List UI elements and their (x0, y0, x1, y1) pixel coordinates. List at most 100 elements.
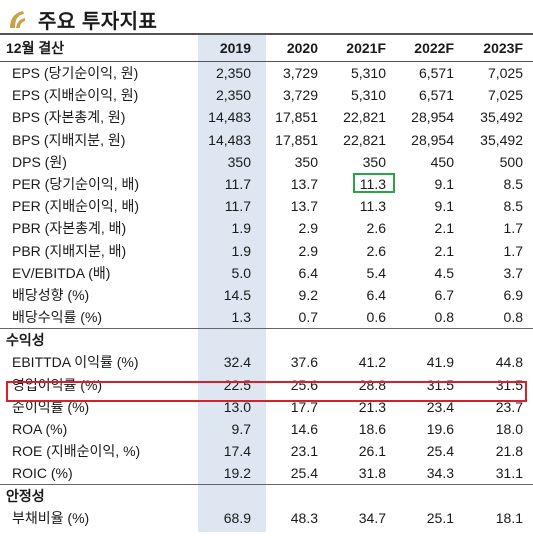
value-cell: 2.9 (298, 242, 318, 259)
value-cell: 1.7 (503, 242, 523, 259)
section-label: 안정성 (6, 488, 45, 505)
per-2021f-highlight-box (353, 173, 395, 193)
row-label: DPS (원) (12, 153, 67, 170)
value-cell: 14,483 (208, 131, 251, 148)
value-cell: 6.4 (298, 264, 318, 281)
value-cell: 1.7 (503, 220, 523, 237)
value-cell: 32.4 (223, 354, 251, 371)
value-cell: 3.7 (503, 264, 523, 281)
value-cell: 37.6 (290, 354, 318, 371)
value-cell: 4.5 (434, 264, 454, 281)
value-cell: 11.7 (224, 176, 251, 193)
header-year: 2023F (483, 40, 523, 56)
value-cell: 22,821 (343, 131, 386, 148)
value-cell: 9.7 (231, 420, 251, 437)
value-cell: 44.8 (495, 354, 523, 371)
table-body: EPS (당기순이익, 원) 2,350 3,729 5,310 6,571 7,025 E… (0, 62, 533, 530)
value-cell: 11.3 (359, 176, 386, 193)
value-cell: 2.1 (434, 242, 454, 259)
value-cell: 1.3 (231, 309, 251, 326)
value-cell: 41.2 (358, 354, 386, 371)
value-cell: 35,492 (480, 109, 523, 126)
row-label: ROE (지배순이익, %) (12, 443, 141, 460)
value-cell: 2,350 (215, 87, 251, 104)
forecast-column-shade (198, 35, 266, 532)
value-cell: 2.1 (434, 220, 454, 237)
row-label: PBR (지배지분, 배) (12, 242, 127, 259)
value-cell: 7,025 (487, 65, 523, 82)
row-label: BPS (자본총계, 원) (12, 109, 126, 126)
value-cell: 14,483 (208, 109, 251, 126)
table-row: 영업이익률 (%) 22.5 25.6 28.8 31.5 31.5 (0, 373, 533, 395)
table-row: EV/EBITDA (배) 5.0 6.4 5.4 4.5 3.7 (0, 262, 533, 284)
value-cell: 23.4 (426, 398, 454, 415)
value-cell: 8.5 (503, 176, 523, 193)
value-cell: 11.3 (359, 198, 386, 215)
value-cell: 31.1 (495, 465, 523, 482)
value-cell: 9.1 (434, 198, 454, 215)
title-text: 주요 투자지표 (38, 10, 158, 33)
value-cell: 17,851 (275, 131, 318, 148)
value-cell: 34.3 (426, 465, 454, 482)
value-cell: 68.9 (223, 510, 251, 527)
value-cell: 19.6 (426, 420, 454, 437)
value-cell: 25.4 (426, 443, 454, 460)
table-row: PBR (지배지분, 배) 1.9 2.9 2.6 2.1 1.7 (0, 240, 533, 262)
table-row: PER (지배순이익, 배) 11.7 13.7 11.3 9.1 8.5 (0, 195, 533, 217)
value-cell: 6,571 (418, 65, 454, 82)
table-row: BPS (자본총계, 원) 14,483 17,851 22,821 28,954 35,… (0, 106, 533, 128)
value-cell: 5,310 (350, 87, 386, 104)
value-cell: 17.4 (223, 443, 251, 460)
value-cell: 1.9 (231, 220, 251, 237)
value-cell: 31.8 (358, 465, 386, 482)
value-cell: 41.9 (426, 354, 454, 371)
row-label: 부채비율 (%) (12, 510, 90, 527)
value-cell: 21.8 (495, 443, 523, 460)
value-cell: 450 (430, 153, 454, 170)
row-label: PER (지배순이익, 배) (12, 198, 140, 215)
value-cell: 14.5 (223, 286, 251, 303)
section-header: 안정성 (0, 484, 533, 507)
value-cell: 5,310 (350, 65, 386, 82)
value-cell: 31.5 (495, 376, 523, 393)
row-label: EV/EBITDA (배) (12, 264, 111, 281)
value-cell: 6.4 (366, 286, 386, 303)
value-cell: 2.6 (366, 220, 386, 237)
investment-indicators-table: 12월 결산 2019 2020 2021F 2022F 2023F EPS (… (0, 33, 533, 532)
value-cell: 350 (294, 153, 318, 170)
value-cell: 500 (499, 153, 523, 170)
value-cell: 2.9 (298, 220, 318, 237)
header-year: 2022F (414, 40, 454, 56)
value-cell: 28,954 (411, 109, 454, 126)
value-cell: 0.8 (503, 309, 523, 326)
row-label: 배당성향 (%) (12, 286, 90, 303)
header-label: 12월 결산 (6, 40, 65, 56)
value-cell: 6.7 (434, 286, 454, 303)
value-cell: 18.1 (495, 510, 523, 527)
value-cell: 21.3 (358, 398, 386, 415)
value-cell: 9.2 (298, 286, 318, 303)
header-year: 2021F (346, 40, 386, 56)
header-year: 2020 (286, 40, 318, 56)
row-label: BPS (지배지분, 원) (12, 131, 126, 148)
value-cell: 18.0 (495, 420, 523, 437)
value-cell: 350 (362, 153, 386, 170)
value-cell: 0.7 (298, 309, 318, 326)
value-cell: 18.6 (358, 420, 386, 437)
value-cell: 25.4 (290, 465, 318, 482)
value-cell: 17.7 (290, 398, 318, 415)
row-label: PER (당기순이익, 배) (12, 176, 140, 193)
report-title: 주요 투자지표 (6, 5, 157, 33)
value-cell: 35,492 (480, 131, 523, 148)
table-row: BPS (지배지분, 원) 14,483 17,851 22,821 28,954 35,… (0, 129, 533, 151)
table-row: PBR (자본총계, 배) 1.9 2.9 2.6 2.1 1.7 (0, 217, 533, 239)
row-label: ROA (%) (12, 420, 68, 437)
row-label: 배당수익률 (%) (12, 309, 103, 326)
value-cell: 13.7 (290, 176, 318, 193)
row-label: EPS (지배순이익, 원) (12, 87, 139, 104)
value-cell: 5.0 (231, 264, 251, 281)
table-row: DPS (원) 350 350 350 450 500 (0, 151, 533, 173)
table-row: 부채비율 (%) 68.9 48.3 34.7 25.1 18.1 (0, 507, 533, 529)
table-row: ROA (%) 9.7 14.6 18.6 19.6 18.0 (0, 418, 533, 440)
value-cell: 17,851 (275, 109, 318, 126)
